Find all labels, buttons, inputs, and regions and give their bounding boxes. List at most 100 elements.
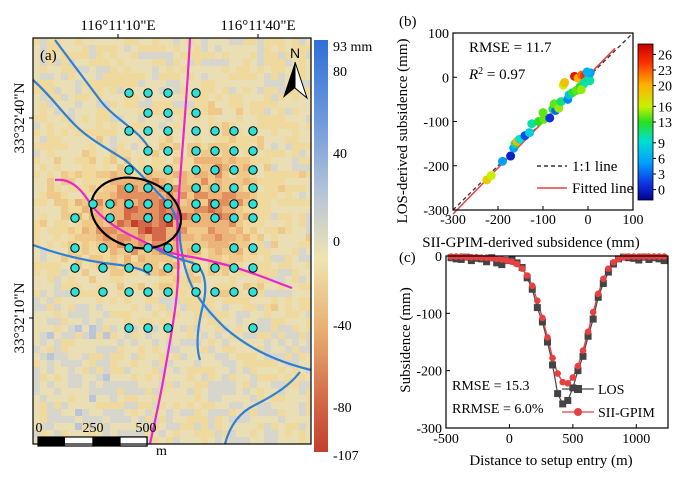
map-pixel [33, 164, 40, 171]
map-pixel [250, 122, 257, 129]
map-pixel [96, 178, 103, 185]
map-pixel [131, 367, 138, 374]
map-pixel [278, 437, 285, 444]
map-pixel [152, 220, 159, 227]
map-pixel [75, 360, 82, 367]
map-pixel [82, 416, 89, 423]
map-pixel [124, 171, 131, 178]
map-pixel [138, 248, 145, 255]
map-pixel [82, 332, 89, 339]
map-pixel [33, 430, 40, 437]
map-pixel [103, 164, 110, 171]
map-pixel [257, 94, 264, 101]
y-tick-label: -300 [416, 422, 442, 437]
map-pixel [124, 402, 131, 409]
map-pixel [138, 360, 145, 367]
r2-superscript: 2 [478, 66, 483, 77]
sii-gpim-point [513, 260, 521, 268]
map-pixel [47, 150, 54, 157]
map-pixel [82, 206, 89, 213]
map-pixel [145, 115, 152, 122]
map-pixel [250, 395, 257, 402]
map-pixel [159, 276, 166, 283]
map-pixel [96, 87, 103, 94]
map-pixel [299, 353, 306, 360]
map-pixel [264, 45, 271, 52]
map-pixel [299, 276, 306, 283]
map-pixel [68, 122, 75, 129]
monitoring-point [163, 126, 173, 136]
map-pixel [131, 220, 138, 227]
map-pixel [131, 101, 138, 108]
map-pixel [243, 416, 250, 423]
map-pixel [103, 311, 110, 318]
map-pixel [68, 339, 75, 346]
map-pixel [61, 367, 68, 374]
map-pixel [306, 59, 311, 66]
map-pixel [257, 213, 264, 220]
map-pixel [110, 87, 117, 94]
map-pixel [180, 227, 187, 234]
map-pixel [257, 367, 264, 374]
map-pixel [47, 325, 54, 332]
map-pixel [131, 353, 138, 360]
map-pixel [40, 206, 47, 213]
map-pixel [194, 227, 201, 234]
map-pixel [173, 59, 180, 66]
map-pixel [131, 423, 138, 430]
map-pixel [47, 255, 54, 262]
map-pixel [236, 164, 243, 171]
map-pixel [117, 59, 124, 66]
map-pixel [271, 255, 278, 262]
x-tick-label: -200 [485, 213, 511, 228]
map-pixel [306, 241, 311, 248]
map-pixel [68, 402, 75, 409]
map-pixel [194, 283, 201, 290]
map-pixel [306, 304, 311, 311]
map-pixel [299, 367, 306, 374]
map-pixel [131, 297, 138, 304]
map-pixel [61, 206, 68, 213]
map-pixel [299, 101, 306, 108]
map-pixel [201, 220, 208, 227]
map-pixel [173, 45, 180, 52]
map-pixel [152, 164, 159, 171]
map-pixel [201, 311, 208, 318]
monitoring-point [191, 126, 201, 136]
map-pixel [187, 416, 194, 423]
map-pixel [236, 311, 243, 318]
map-pixel [180, 94, 187, 101]
map-pixel [33, 136, 40, 143]
map-pixel [180, 150, 187, 157]
map-pixel [306, 402, 311, 409]
map-pixel [222, 185, 229, 192]
map-pixel [243, 213, 250, 220]
map-pixel [61, 262, 68, 269]
map-pixel [159, 136, 166, 143]
map-pixel [68, 80, 75, 87]
map-pixel [257, 297, 264, 304]
map-pixel [33, 150, 40, 157]
map-pixel [54, 374, 61, 381]
map-pixel [278, 423, 285, 430]
map-pixel [89, 52, 96, 59]
map-pixel [131, 59, 138, 66]
map-pixel [159, 206, 166, 213]
map-pixel [271, 283, 278, 290]
map-pixel [278, 38, 285, 45]
map-pixel [292, 192, 299, 199]
r2-symbol: R [468, 67, 478, 83]
map-pixel [166, 318, 173, 325]
map-pixel [250, 297, 257, 304]
map-pixel [89, 150, 96, 157]
map-pixel [292, 416, 299, 423]
map-pixel [68, 66, 75, 73]
map-pixel [187, 206, 194, 213]
map-pixel [250, 220, 257, 227]
map-pixel [61, 346, 68, 353]
map-pixel [54, 381, 61, 388]
map-pixel [75, 115, 82, 122]
map-pixel [110, 80, 117, 87]
map-pixel [103, 45, 110, 52]
map-pixel [68, 423, 75, 430]
